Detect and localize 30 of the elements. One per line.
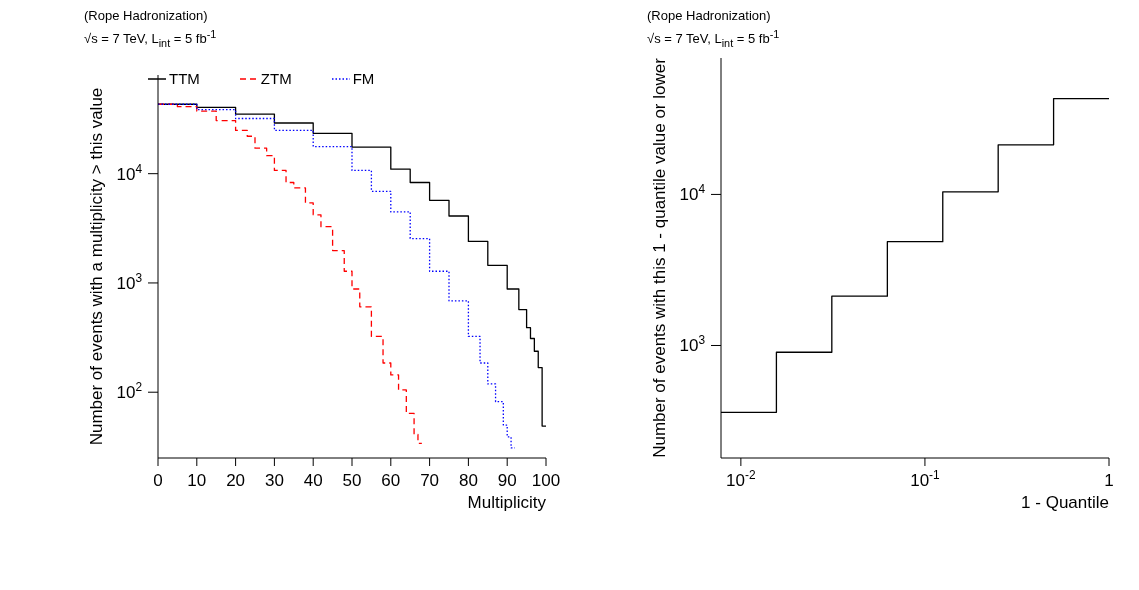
x-tick-label: 10: [187, 471, 207, 490]
legend-label: TTM: [168, 70, 200, 87]
x-axis-title: Multiplicity: [467, 493, 547, 512]
legend-label: FM: [351, 70, 375, 87]
x-tick-label: 70: [420, 471, 440, 490]
x-tick-label: 0: [153, 471, 163, 490]
y-tick-label: 10$^{4}$: [116, 161, 143, 184]
y-tick-label: 10$^{4}$: [679, 182, 706, 205]
legend-label: ZTM: [259, 70, 292, 87]
x-tick-label: 10$^{-2}$: [726, 468, 756, 490]
chart-title: (Rope Hadronization): [84, 8, 209, 25]
chart-title: (Rope Hadronization): [647, 8, 772, 25]
x-tick-label: 40: [303, 471, 323, 490]
x-tick-label: 50: [342, 471, 362, 490]
y-tick-label: 10$^{3}$: [116, 270, 143, 293]
y-axis-title: Number of events with a multiplicity > this value: [87, 87, 107, 446]
x-tick-label: 60: [381, 471, 401, 490]
chart-subtitle: √s = 7 TeV, L$_{int}$ = 5 fb$^{-1}$: [84, 28, 218, 49]
y-axis-title: Number of events with this 1 - quantile value or lower: [650, 57, 670, 458]
chart-subtitle: √s = 7 TeV, L$_{int}$ = 5 fb$^{-1}$: [647, 28, 781, 49]
x-tick-label: 100: [531, 471, 561, 490]
x-tick-label: 80: [458, 471, 478, 490]
x-axis-title: 1 - Quantile: [1021, 493, 1109, 512]
x-tick-label: 30: [264, 471, 284, 490]
x-tick-label: 1: [1104, 471, 1114, 490]
y-tick-label: 10$^{2}$: [116, 380, 143, 403]
x-tick-label: 90: [497, 471, 517, 490]
x-tick-label: 20: [226, 471, 246, 490]
y-tick-label: 10$^{3}$: [679, 333, 706, 356]
x-tick-label: 10$^{-1}$: [910, 468, 941, 490]
